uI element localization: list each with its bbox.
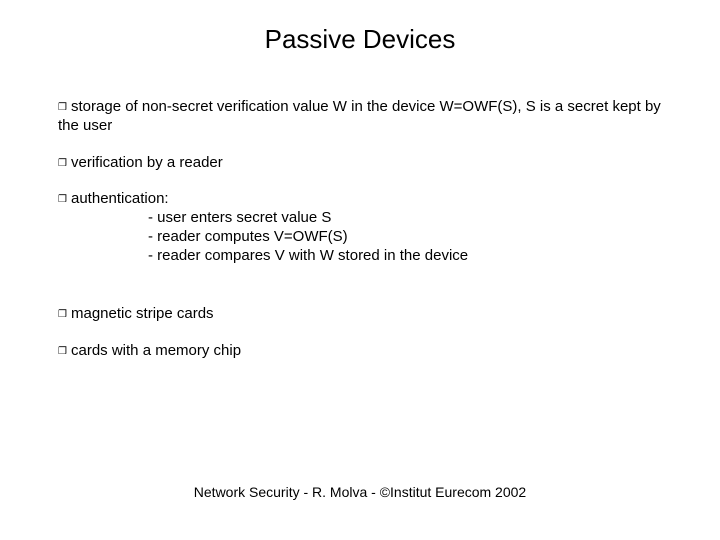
bullet-text: verification by a reader — [71, 154, 223, 171]
bullet-marker-icon: ❒ — [58, 159, 68, 169]
bullet-memory-chip: ❒cards with a memory chip — [58, 342, 680, 361]
bullet-magnetic: ❒magnetic stripe cards — [58, 305, 680, 324]
sub-item: - user enters secret value S — [148, 209, 680, 228]
bullet-marker-icon: ❒ — [58, 310, 68, 320]
bullet-marker-icon: ❒ — [58, 195, 68, 205]
bullet-text: cards with a memory chip — [71, 342, 241, 359]
slide-footer: Network Security - R. Molva - ©Institut … — [0, 484, 720, 500]
bullet-text: authentication: — [71, 190, 169, 207]
bullet-text: storage of non-secret verification value… — [58, 98, 661, 134]
bullet-verification: ❒verification by a reader — [58, 154, 680, 173]
bullet-text: magnetic stripe cards — [71, 305, 214, 322]
bullet-storage: ❒storage of non-secret verification valu… — [58, 98, 680, 136]
bullet-marker-icon: ❒ — [58, 347, 68, 357]
slide-body: ❒storage of non-secret verification valu… — [58, 98, 680, 379]
bullet-marker-icon: ❒ — [58, 103, 68, 113]
sub-item: - reader compares V with W stored in the… — [148, 247, 680, 266]
bullet-authentication: ❒authentication: - user enters secret va… — [58, 190, 680, 265]
slide: Passive Devices ❒storage of non-secret v… — [0, 0, 720, 540]
slide-title: Passive Devices — [0, 24, 720, 55]
sub-item: - reader computes V=OWF(S) — [148, 228, 680, 247]
